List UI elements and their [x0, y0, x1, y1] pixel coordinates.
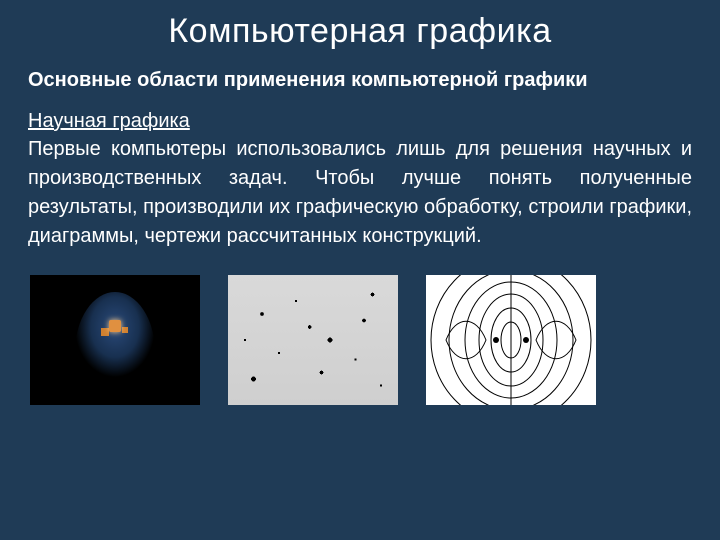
noise-pattern-icon [228, 275, 398, 405]
brain-scan-image [30, 275, 200, 405]
field-lines-icon [426, 275, 596, 405]
body-paragraph: Первые компьютеры использовались лишь дл… [28, 135, 692, 251]
brain-icon [75, 292, 155, 392]
slide-title: Компьютерная графика [28, 12, 692, 51]
magnetic-field-lines-image [426, 275, 596, 405]
section-heading: Научная графика [28, 110, 692, 133]
microscopy-noise-image [228, 275, 398, 405]
slide-subtitle: Основные области применения компьютерной… [28, 69, 692, 92]
images-row [28, 275, 692, 405]
